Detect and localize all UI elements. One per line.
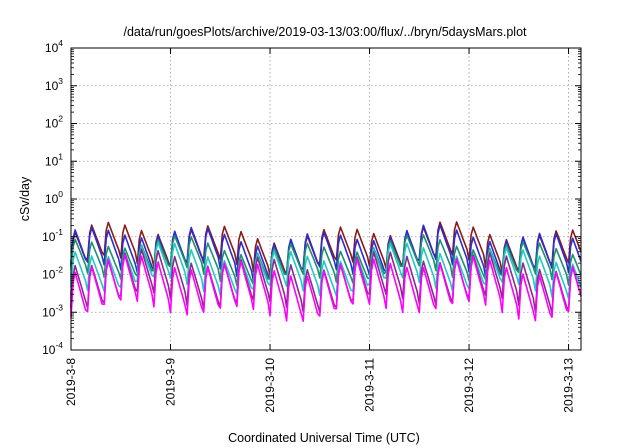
y-tick-label: 10-3	[42, 302, 63, 319]
x-tick-label: 2019-3-11	[363, 358, 377, 412]
x-axis-label: Coordinated Universal Time (UTC)	[228, 431, 420, 445]
x-tick-label: 2019-3-9	[164, 358, 178, 406]
series-line-4	[70, 241, 582, 300]
series-line-2	[70, 224, 582, 282]
y-tick-exponent: 3	[58, 76, 63, 86]
series-line-1	[70, 221, 582, 277]
series-line-3	[70, 234, 582, 287]
series-line-5	[70, 248, 582, 315]
y-tick-label: 10-2	[42, 265, 63, 282]
y-tick-label: 103	[45, 76, 63, 93]
y-axis-label: cSv/day	[18, 176, 32, 221]
y-tick-label: 104	[45, 38, 63, 55]
series-group	[70, 221, 582, 323]
x-tick-label: 2019-3-8	[64, 358, 78, 406]
x-tick-labels: 2019-3-8 2019-3-9 2019-3-10 2019-3-11 2019-3…	[64, 358, 576, 413]
y-tick-label: 10-4	[42, 340, 63, 357]
y-tick-exponent: 4	[58, 38, 63, 48]
y-tick-exponent: 1	[58, 151, 63, 161]
chart-title: /data/run/goesPlots/archive/2019-03-13/0…	[123, 25, 527, 39]
y-tick-label: 10-1	[42, 227, 63, 244]
x-tick-label: 2019-3-10	[263, 358, 277, 413]
y-tick-label: 101	[45, 151, 63, 168]
y-tick-exponent: -3	[55, 302, 63, 312]
series-line-6	[70, 254, 582, 323]
y-tick-label: 102	[45, 114, 63, 131]
x-tick-label: 2019-3-13	[562, 358, 576, 413]
y-tick-exponent: 0	[58, 189, 63, 199]
y-tick-exponent: 2	[58, 114, 63, 124]
y-tick-label: 100	[45, 189, 63, 206]
grid	[71, 48, 581, 350]
axis-ticks	[70, 47, 581, 351]
x-tick-label: 2019-3-12	[462, 358, 476, 413]
y-tick-exponent: -4	[55, 340, 63, 350]
y-tick-exponent: -2	[55, 265, 63, 275]
y-tick-exponent: -1	[55, 227, 63, 237]
